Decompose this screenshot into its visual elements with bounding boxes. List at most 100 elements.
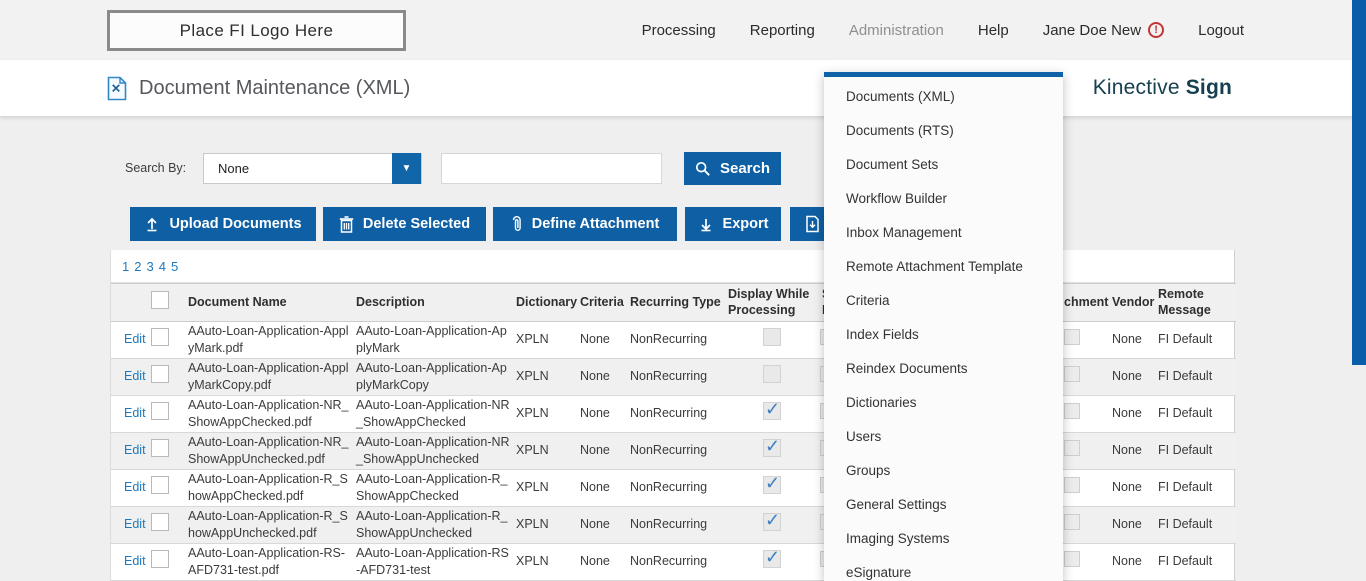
attachment-checkbox[interactable] [1064, 403, 1080, 420]
edit-link[interactable]: Edit [124, 406, 146, 421]
admin-menu-item-users[interactable]: Users [846, 428, 882, 444]
edit-link[interactable]: Edit [124, 369, 146, 384]
row-checkbox[interactable] [151, 550, 169, 569]
attachment-checkbox[interactable] [1064, 514, 1080, 531]
display-while-processing-checkbox[interactable]: ✓ [763, 510, 781, 532]
admin-menu-item-inbox-management[interactable]: Inbox Management [846, 224, 962, 240]
table-row: Edit AAuto-Loan-Application-NR_ShowAppChe… [111, 396, 1236, 433]
header-select-all [151, 283, 188, 322]
header-edit [111, 283, 151, 322]
attachment-checkbox[interactable] [1064, 440, 1080, 457]
description-cell: AAuto-Loan-Application-NR_ShowAppChecked [356, 397, 510, 430]
criteria-cell: None [580, 554, 610, 569]
remote-message-cell: FI Default [1158, 406, 1213, 421]
table-row: Edit AAuto-Loan-Application-ApplyMarkCopy… [111, 358, 1236, 396]
admin-menu-item-esignature[interactable]: eSignature [846, 564, 912, 580]
row-checkbox[interactable] [151, 328, 169, 347]
chevron-down-icon[interactable]: ▼ [392, 153, 421, 184]
page-link[interactable]: 1 [122, 258, 130, 274]
admin-menu-item-general-settings[interactable]: General Settings [846, 496, 947, 512]
admin-menu-item-documents-rts[interactable]: Documents (RTS) [846, 122, 954, 138]
attachment-checkbox[interactable] [1064, 329, 1080, 346]
delete-selected-button[interactable]: Delete Selected [323, 207, 486, 241]
criteria-cell: None [580, 406, 610, 421]
row-checkbox[interactable] [151, 402, 169, 421]
display-while-processing-checkbox[interactable]: ✓ [763, 473, 781, 495]
page-link[interactable]: 4 [158, 258, 166, 274]
document-name-link[interactable]: AAuto-Loan-Application-NR_ShowAppUncheck… [188, 434, 349, 467]
document-name-link[interactable]: AAuto-Loan-Application-NR_ShowAppChecked… [188, 397, 349, 430]
page-link[interactable]: 2 [134, 258, 142, 274]
header-vendor: Vendor [1112, 283, 1158, 322]
document-name-link[interactable]: AAuto-Loan-Application-ApplyMark.pdf [188, 323, 349, 356]
dictionary-cell: XPLN [516, 554, 549, 569]
edit-link[interactable]: Edit [124, 480, 146, 495]
recurring-type-cell: NonRecurring [630, 480, 708, 495]
select-all-checkbox[interactable] [151, 291, 169, 310]
table-header-row: Document Name Description Dictionary Cri… [111, 283, 1236, 322]
table-row: Edit AAuto-Loan-Application-RS-AFD731-tes… [111, 544, 1236, 581]
check-icon: ✓ [765, 473, 781, 494]
dictionary-cell: XPLN [516, 480, 549, 495]
brand-name: Kinective [1092, 76, 1180, 99]
trash-icon [339, 215, 354, 233]
attachment-checkbox[interactable] [1064, 366, 1080, 383]
upload-documents-label: Upload Documents [169, 216, 302, 232]
admin-menu-item-imaging-systems[interactable]: Imaging Systems [846, 530, 950, 546]
nav-administration[interactable]: Administration [848, 21, 944, 39]
row-checkbox[interactable] [151, 365, 169, 384]
row-checkbox[interactable] [151, 513, 169, 532]
upload-documents-button[interactable]: Upload Documents [130, 207, 316, 241]
dictionary-cell: XPLN [516, 517, 549, 532]
brand-suffix: Sign [1185, 76, 1232, 99]
scrollbar-thumb[interactable] [1352, 0, 1366, 365]
nav-logout[interactable]: Logout [1198, 21, 1244, 39]
export-button[interactable]: Export [685, 207, 781, 241]
search-by-select[interactable]: None ▼ [203, 153, 422, 184]
administration-dropdown-menu: Documents (XML) Documents (RTS) Document S… [824, 72, 1063, 581]
display-while-processing-checkbox[interactable]: ✓ [763, 547, 781, 569]
define-attachment-button[interactable]: Define Attachment [493, 207, 677, 241]
edit-link[interactable]: Edit [124, 443, 146, 458]
admin-menu-item-dictionaries[interactable]: Dictionaries [846, 394, 917, 410]
edit-link[interactable]: Edit [124, 517, 146, 532]
edit-link[interactable]: Edit [124, 554, 146, 569]
document-name-link[interactable]: AAuto-Loan-Application-ApplyMarkCopy.pdf [188, 360, 349, 393]
search-input[interactable] [441, 153, 662, 184]
admin-menu-item-workflow-builder[interactable]: Workflow Builder [846, 190, 948, 206]
table-row: Edit AAuto-Loan-Application-NR_ShowAppUnc… [111, 432, 1236, 470]
nav-processing[interactable]: Processing [641, 21, 716, 39]
nav-reporting[interactable]: Reporting [749, 21, 815, 39]
page-link[interactable]: 5 [170, 258, 179, 274]
document-name-link[interactable]: AAuto-Loan-Application-R_ShowAppChecked.… [188, 471, 348, 504]
description-cell: AAuto-Loan-Application-NR_ShowAppUncheck… [356, 434, 510, 467]
attachment-checkbox[interactable] [1064, 477, 1080, 494]
page-link[interactable]: 3 [146, 258, 154, 274]
admin-menu-item-remote-attachment-template[interactable]: Remote Attachment Template [846, 258, 1023, 274]
document-name-link[interactable]: AAuto-Loan-Application-R_ShowAppUnchecke… [188, 508, 348, 541]
document-name-link[interactable]: AAuto-Loan-Application-RS-AFD731-test.pd… [188, 545, 346, 578]
display-while-processing-checkbox[interactable] [763, 365, 781, 384]
display-while-processing-checkbox[interactable] [763, 328, 781, 347]
row-checkbox[interactable] [151, 439, 169, 458]
admin-menu-item-groups[interactable]: Groups [846, 462, 891, 478]
criteria-cell: None [580, 332, 610, 347]
admin-menu-item-reindex-documents[interactable]: Reindex Documents [846, 360, 968, 376]
attachment-checkbox[interactable] [1064, 551, 1080, 568]
display-while-processing-checkbox[interactable]: ✓ [763, 399, 781, 421]
search-button[interactable]: Search [684, 152, 781, 185]
document-maintenance-icon: ✕ [107, 76, 127, 101]
table-row: Edit AAuto-Loan-Application-ApplyMark.pdf… [111, 322, 1236, 359]
admin-menu-item-criteria[interactable]: Criteria [846, 292, 890, 308]
remote-message-cell: FI Default [1158, 443, 1213, 458]
nav-help[interactable]: Help [977, 21, 1009, 39]
admin-menu-item-documents-xml[interactable]: Documents (XML) [846, 88, 955, 104]
admin-menu-item-index-fields[interactable]: Index Fields [846, 326, 919, 342]
admin-menu-item-document-sets[interactable]: Document Sets [846, 156, 939, 172]
check-icon: ✓ [765, 510, 781, 531]
edit-link[interactable]: Edit [124, 332, 146, 347]
display-while-processing-checkbox[interactable]: ✓ [763, 436, 781, 458]
nav-user-menu[interactable]: Jane Doe New ! [1043, 22, 1165, 39]
description-cell: AAuto-Loan-Application-ApplyMark [356, 323, 507, 356]
row-checkbox[interactable] [151, 476, 169, 495]
